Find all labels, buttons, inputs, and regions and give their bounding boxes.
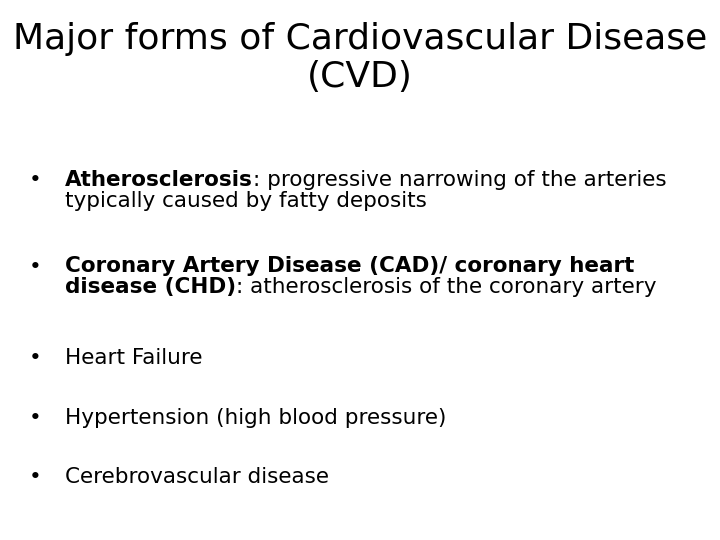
Text: Atherosclerosis: Atherosclerosis [65,170,253,190]
Text: typically caused by fatty deposits: typically caused by fatty deposits [65,191,427,211]
Text: Major forms of Cardiovascular Disease
(CVD): Major forms of Cardiovascular Disease (C… [13,22,707,93]
Text: Coronary Artery Disease (CAD)/ coronary heart: Coronary Artery Disease (CAD)/ coronary … [65,256,634,276]
Text: •: • [29,170,42,190]
Text: Heart Failure: Heart Failure [65,348,202,368]
Text: •: • [29,467,42,487]
Text: : progressive narrowing of the arteries: : progressive narrowing of the arteries [253,170,666,190]
Text: Cerebrovascular disease: Cerebrovascular disease [65,467,329,487]
Text: Hypertension (high blood pressure): Hypertension (high blood pressure) [65,408,446,428]
Text: : atherosclerosis of the coronary artery: : atherosclerosis of the coronary artery [236,278,657,298]
Text: disease (CHD): disease (CHD) [65,278,236,298]
Text: •: • [29,256,42,276]
Text: •: • [29,348,42,368]
Text: •: • [29,408,42,428]
